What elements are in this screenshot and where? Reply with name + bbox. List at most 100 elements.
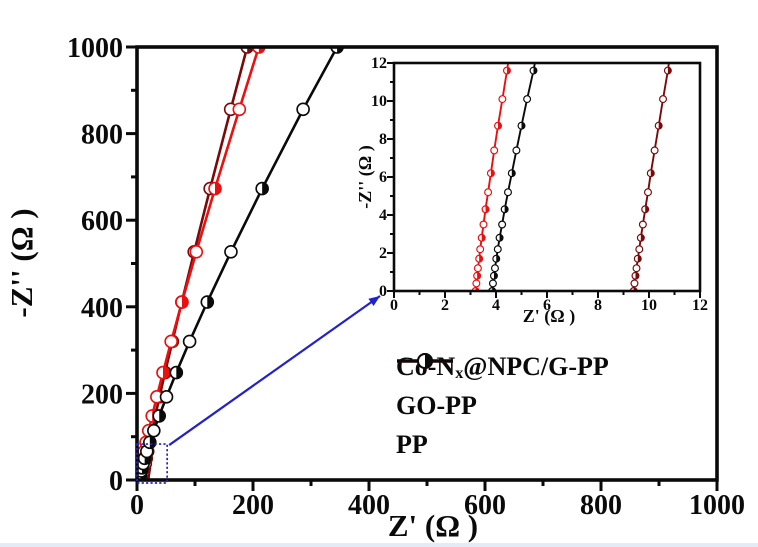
data-marker bbox=[503, 188, 512, 197]
data-marker-halffill bbox=[176, 366, 183, 379]
data-marker-halffill bbox=[533, 67, 537, 74]
x-tick-label: 0 bbox=[130, 490, 144, 521]
data-marker bbox=[159, 390, 174, 404]
data-marker-halffill bbox=[498, 122, 502, 130]
data-marker bbox=[490, 146, 499, 155]
y-tick-label: 400 bbox=[81, 293, 123, 324]
x-tick-label: 12 bbox=[692, 297, 708, 314]
y-tick-label: 0 bbox=[109, 466, 123, 497]
data-marker-halffill bbox=[182, 296, 189, 309]
data-marker bbox=[182, 334, 197, 349]
data-marker-halffill bbox=[506, 67, 511, 74]
y-tick-label: 200 bbox=[81, 379, 123, 410]
legend-label-conx: Co-Nx@NPC/G-PP bbox=[396, 352, 609, 383]
data-marker bbox=[498, 220, 507, 229]
y-tick-label: 2 bbox=[379, 245, 387, 262]
data-marker bbox=[484, 188, 493, 197]
x-tick-label: 0 bbox=[390, 297, 398, 314]
y-tick-label: 12 bbox=[371, 55, 387, 72]
main-yaxis-title: -Z'' (Ω ) bbox=[4, 208, 39, 317]
data-marker-halffill bbox=[637, 255, 642, 263]
y-tick-label: 4 bbox=[379, 207, 387, 224]
data-marker bbox=[523, 95, 532, 104]
x-tick-label: 8 bbox=[594, 297, 602, 314]
inset-axes-layer: 0 2 4 6 8 10 12 0 2 4 6 8 10 12 bbox=[371, 55, 708, 314]
data-marker bbox=[498, 95, 507, 104]
x-tick-label: 6 bbox=[543, 297, 551, 314]
x-tick-label: 800 bbox=[580, 490, 622, 521]
zoom-annotation-layer bbox=[136, 295, 381, 484]
data-marker bbox=[650, 146, 659, 155]
data-marker bbox=[659, 95, 668, 104]
data-marker-halffill bbox=[645, 205, 649, 213]
data-marker-halffill bbox=[667, 67, 672, 74]
data-marker bbox=[472, 279, 481, 288]
x-tick-label: 600 bbox=[464, 490, 506, 521]
data-marker-halffill bbox=[477, 272, 481, 280]
data-marker bbox=[493, 245, 502, 254]
x-tick-label: 2 bbox=[441, 297, 449, 314]
x-tick-label: 400 bbox=[348, 490, 390, 521]
data-marker bbox=[479, 220, 488, 229]
data-marker-halffill bbox=[493, 272, 498, 280]
legend-item-conx: Co-Nx@NPC/G-PP bbox=[396, 351, 609, 386]
x-tick-label: 200 bbox=[232, 490, 274, 521]
y-tick-label: 600 bbox=[81, 206, 123, 237]
y-tick-label: 0 bbox=[379, 283, 387, 300]
data-marker-halffill bbox=[207, 296, 214, 309]
legend-item-pp: PP bbox=[396, 353, 609, 464]
data-marker bbox=[630, 279, 639, 288]
data-marker-halffill bbox=[149, 436, 156, 449]
x-tick-label: 4 bbox=[492, 297, 500, 314]
data-marker bbox=[232, 102, 247, 117]
data-marker bbox=[189, 245, 204, 259]
data-marker bbox=[643, 188, 652, 197]
legend-marker-pp bbox=[397, 353, 453, 369]
data-marker-halffill bbox=[658, 122, 663, 130]
data-marker-halffill bbox=[499, 234, 503, 242]
data-marker bbox=[224, 245, 238, 259]
data-marker-halffill bbox=[496, 255, 500, 263]
plot-frame bbox=[392, 61, 702, 293]
data-marker-halffill bbox=[635, 272, 639, 280]
data-marker-halffill bbox=[215, 182, 222, 195]
zoom-region-box bbox=[136, 443, 169, 484]
data-marker bbox=[490, 264, 499, 273]
data-marker-halffill bbox=[485, 205, 489, 213]
data-marker bbox=[296, 102, 310, 117]
x-tick-label: 1000 bbox=[689, 490, 745, 521]
data-marker bbox=[164, 334, 178, 349]
data-marker bbox=[635, 245, 644, 254]
data-marker bbox=[476, 245, 485, 254]
data-marker bbox=[488, 279, 497, 288]
zoom-arrow bbox=[168, 295, 381, 446]
screenshot-bottom-strip bbox=[0, 543, 758, 547]
y-tick-label: 800 bbox=[81, 120, 123, 151]
inset-yaxis-title: -Z'' (Ω ) bbox=[355, 145, 376, 208]
legend-label-gopp: GO-PP bbox=[396, 391, 477, 421]
data-marker bbox=[632, 264, 641, 273]
data-marker bbox=[638, 220, 647, 229]
zoom-arrow-head bbox=[368, 296, 380, 306]
y-tick-label: 8 bbox=[379, 131, 387, 148]
data-marker bbox=[512, 146, 521, 155]
legend-label-pp: PP bbox=[396, 430, 428, 460]
series-line-GO-PP bbox=[632, 63, 670, 291]
data-marker-halffill bbox=[650, 169, 655, 177]
main-xaxis-title: Z' (Ω ) bbox=[388, 508, 478, 543]
y-tick-label: 6 bbox=[379, 169, 387, 186]
data-marker bbox=[473, 264, 482, 273]
main-series-layer bbox=[137, 47, 344, 480]
data-marker-halffill bbox=[481, 234, 486, 242]
y-tick-label: 10 bbox=[371, 93, 387, 110]
inset-xaxis-title: Z' (Ω ) bbox=[523, 306, 575, 327]
data-marker-halffill bbox=[162, 366, 169, 379]
data-marker bbox=[147, 423, 161, 438]
data-marker-halffill bbox=[504, 205, 509, 213]
y-tick-label: 1000 bbox=[67, 33, 123, 64]
data-marker-halffill bbox=[262, 182, 269, 195]
x-tick-label: 10 bbox=[641, 297, 657, 314]
